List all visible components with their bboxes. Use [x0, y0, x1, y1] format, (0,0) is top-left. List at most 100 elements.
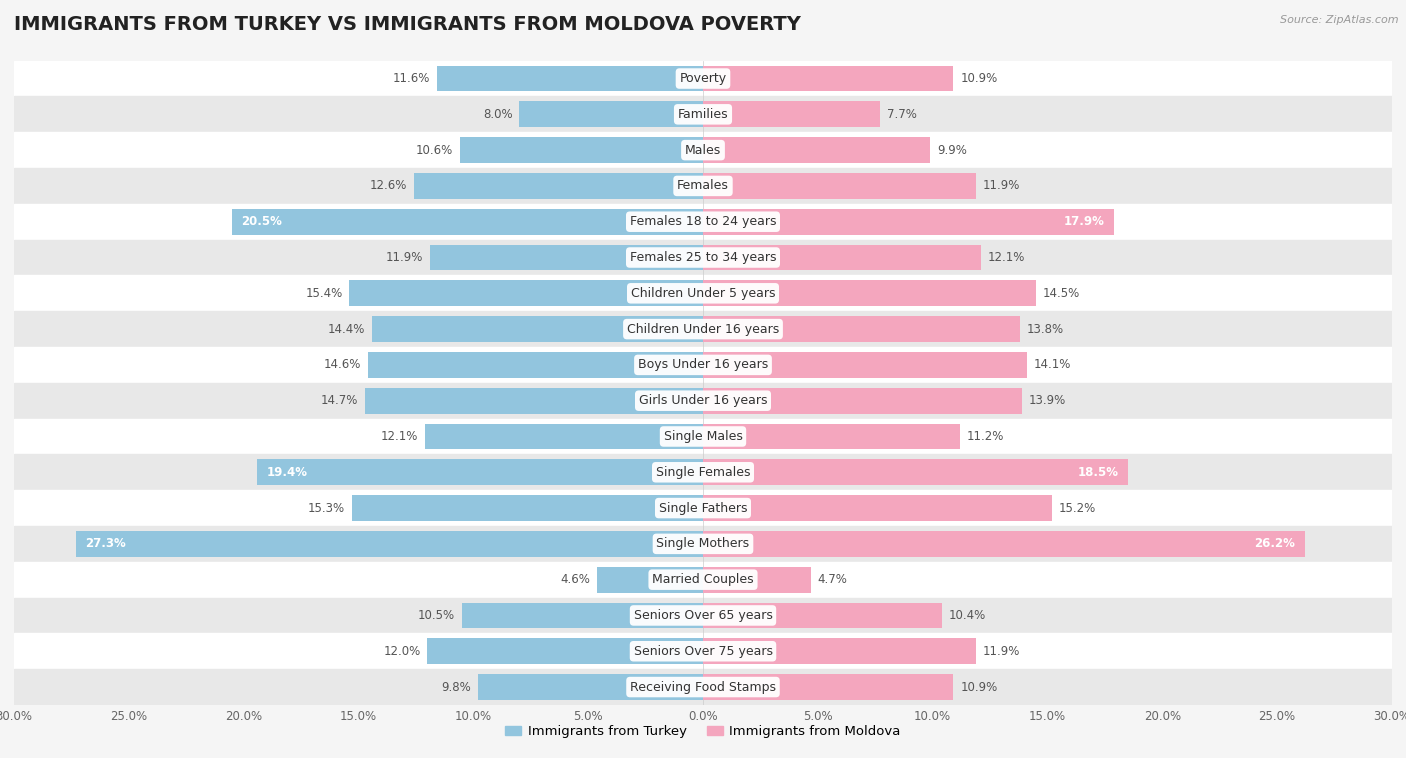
- Text: 12.1%: 12.1%: [988, 251, 1025, 264]
- Bar: [14, 312, 1392, 347]
- Text: 9.8%: 9.8%: [441, 681, 471, 694]
- Bar: [14, 61, 1392, 96]
- Bar: [425, 424, 703, 449]
- Bar: [478, 674, 703, 700]
- Bar: [703, 66, 953, 92]
- Text: 14.6%: 14.6%: [323, 359, 361, 371]
- Text: Seniors Over 75 years: Seniors Over 75 years: [634, 645, 772, 658]
- Text: Children Under 16 years: Children Under 16 years: [627, 323, 779, 336]
- Text: Girls Under 16 years: Girls Under 16 years: [638, 394, 768, 407]
- Text: IMMIGRANTS FROM TURKEY VS IMMIGRANTS FROM MOLDOVA POVERTY: IMMIGRANTS FROM TURKEY VS IMMIGRANTS FRO…: [14, 15, 801, 34]
- Bar: [703, 102, 880, 127]
- Text: Families: Families: [678, 108, 728, 121]
- Bar: [703, 424, 960, 449]
- Text: 26.2%: 26.2%: [1254, 537, 1295, 550]
- Text: 10.9%: 10.9%: [960, 72, 997, 85]
- Bar: [14, 562, 1392, 597]
- Text: 17.9%: 17.9%: [1064, 215, 1105, 228]
- Bar: [14, 634, 1392, 669]
- Text: 27.3%: 27.3%: [86, 537, 127, 550]
- Bar: [14, 418, 1392, 454]
- Text: 12.0%: 12.0%: [384, 645, 420, 658]
- Text: 13.8%: 13.8%: [1026, 323, 1064, 336]
- Text: 20.5%: 20.5%: [242, 215, 283, 228]
- Bar: [14, 454, 1392, 490]
- Text: Males: Males: [685, 143, 721, 157]
- Bar: [703, 495, 1052, 521]
- Text: 4.6%: 4.6%: [561, 573, 591, 586]
- Bar: [232, 208, 703, 235]
- Text: 12.6%: 12.6%: [370, 180, 406, 193]
- Text: Boys Under 16 years: Boys Under 16 years: [638, 359, 768, 371]
- Bar: [703, 674, 953, 700]
- Bar: [14, 383, 1392, 418]
- Bar: [703, 567, 811, 593]
- Bar: [437, 66, 703, 92]
- Text: Females 18 to 24 years: Females 18 to 24 years: [630, 215, 776, 228]
- Text: 11.6%: 11.6%: [392, 72, 430, 85]
- Text: 14.7%: 14.7%: [321, 394, 359, 407]
- Bar: [703, 388, 1022, 414]
- Text: 8.0%: 8.0%: [482, 108, 512, 121]
- Text: Married Couples: Married Couples: [652, 573, 754, 586]
- Text: 11.9%: 11.9%: [983, 645, 1021, 658]
- Bar: [257, 459, 703, 485]
- Bar: [14, 132, 1392, 168]
- Bar: [703, 352, 1026, 377]
- Text: Children Under 5 years: Children Under 5 years: [631, 287, 775, 300]
- Bar: [703, 280, 1036, 306]
- Text: 12.1%: 12.1%: [381, 430, 418, 443]
- Bar: [703, 137, 931, 163]
- Text: Single Females: Single Females: [655, 465, 751, 479]
- Bar: [366, 388, 703, 414]
- Text: Seniors Over 65 years: Seniors Over 65 years: [634, 609, 772, 622]
- Text: 18.5%: 18.5%: [1077, 465, 1119, 479]
- Bar: [427, 638, 703, 664]
- Bar: [703, 245, 981, 271]
- Text: Single Fathers: Single Fathers: [659, 502, 747, 515]
- Text: 14.1%: 14.1%: [1033, 359, 1071, 371]
- Text: 11.9%: 11.9%: [385, 251, 423, 264]
- Text: 15.3%: 15.3%: [308, 502, 344, 515]
- Text: 11.9%: 11.9%: [983, 180, 1021, 193]
- Bar: [703, 603, 942, 628]
- Bar: [413, 173, 703, 199]
- Text: 19.4%: 19.4%: [267, 465, 308, 479]
- Text: Poverty: Poverty: [679, 72, 727, 85]
- Text: 10.9%: 10.9%: [960, 681, 997, 694]
- Bar: [703, 459, 1128, 485]
- Bar: [430, 245, 703, 271]
- Bar: [14, 275, 1392, 312]
- Bar: [703, 316, 1019, 342]
- Text: 7.7%: 7.7%: [887, 108, 917, 121]
- Bar: [14, 669, 1392, 705]
- Bar: [703, 638, 976, 664]
- Bar: [14, 204, 1392, 240]
- Text: Source: ZipAtlas.com: Source: ZipAtlas.com: [1281, 15, 1399, 25]
- Bar: [461, 603, 703, 628]
- Bar: [14, 490, 1392, 526]
- Text: 10.6%: 10.6%: [415, 143, 453, 157]
- Text: 15.2%: 15.2%: [1059, 502, 1097, 515]
- Bar: [368, 352, 703, 377]
- Text: Females: Females: [678, 180, 728, 193]
- Text: 10.5%: 10.5%: [418, 609, 456, 622]
- Bar: [352, 495, 703, 521]
- Legend: Immigrants from Turkey, Immigrants from Moldova: Immigrants from Turkey, Immigrants from …: [501, 720, 905, 744]
- Bar: [76, 531, 703, 556]
- Bar: [14, 347, 1392, 383]
- Text: 15.4%: 15.4%: [305, 287, 343, 300]
- Text: Single Males: Single Males: [664, 430, 742, 443]
- Bar: [460, 137, 703, 163]
- Bar: [14, 526, 1392, 562]
- Bar: [14, 240, 1392, 275]
- Text: Single Mothers: Single Mothers: [657, 537, 749, 550]
- Text: 13.9%: 13.9%: [1029, 394, 1066, 407]
- Bar: [373, 316, 703, 342]
- Text: Females 25 to 34 years: Females 25 to 34 years: [630, 251, 776, 264]
- Text: Receiving Food Stamps: Receiving Food Stamps: [630, 681, 776, 694]
- Text: 4.7%: 4.7%: [818, 573, 848, 586]
- Text: 9.9%: 9.9%: [938, 143, 967, 157]
- Text: 14.4%: 14.4%: [328, 323, 366, 336]
- Bar: [598, 567, 703, 593]
